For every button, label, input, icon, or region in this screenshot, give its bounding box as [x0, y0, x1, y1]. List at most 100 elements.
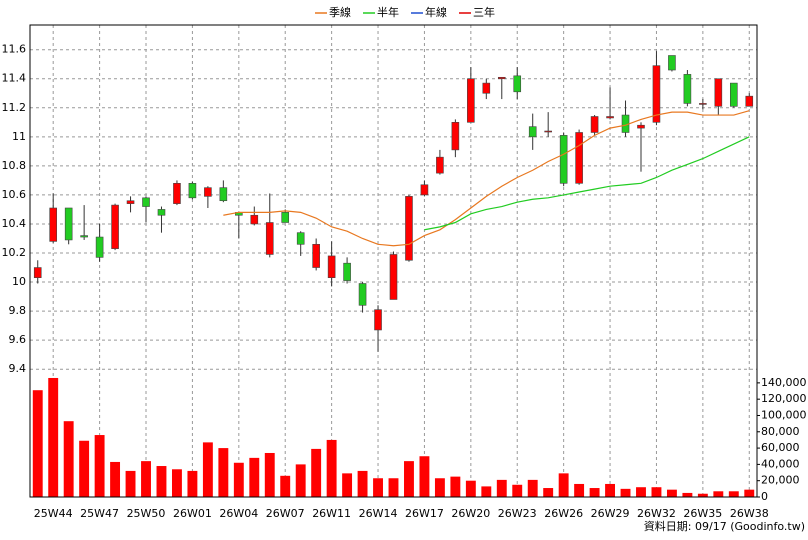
volume-bar	[697, 493, 708, 497]
candle-body	[64, 207, 73, 241]
x-tick-label: 26W07	[266, 507, 305, 520]
candle-body	[173, 183, 181, 204]
candle-body	[652, 65, 661, 123]
y-tick-label: 11	[12, 130, 26, 143]
y2-tick-label: 20,000	[761, 474, 800, 487]
candle-body	[436, 156, 444, 174]
candle-body	[126, 200, 135, 204]
volume-bar	[125, 470, 136, 497]
candle-body	[142, 197, 150, 207]
volume-bar	[666, 489, 677, 497]
volume-bar	[728, 491, 739, 497]
volume-bar	[264, 452, 275, 497]
candle-body	[95, 236, 104, 258]
volume-bar	[620, 488, 631, 497]
volume-bar	[589, 488, 600, 497]
volume-bar	[202, 442, 213, 497]
volume-bar	[171, 469, 182, 497]
candle-body	[281, 212, 290, 223]
candle-body	[497, 76, 506, 80]
candle-body	[343, 262, 351, 281]
candle-body	[590, 116, 599, 133]
candle-body	[482, 82, 491, 94]
x-tick-label: 26W32	[637, 507, 676, 520]
candle-body	[389, 254, 398, 300]
candle-body	[188, 183, 197, 199]
volume-bar	[280, 475, 291, 497]
x-tick-label: 26W20	[451, 507, 490, 520]
x-tick-label: 26W29	[591, 507, 630, 520]
volume-bar	[357, 470, 368, 497]
candle-body	[575, 132, 583, 184]
volume-bar	[605, 483, 616, 497]
volume-bar	[48, 377, 59, 497]
y2-tick-label: 40,000	[761, 457, 800, 470]
ma-line	[223, 110, 750, 247]
volume-bar	[94, 435, 105, 497]
y2-tick-label: 80,000	[761, 425, 800, 438]
y-tick-label: 10.2	[2, 246, 27, 259]
candle-body	[420, 184, 429, 196]
x-tick-label: 26W35	[683, 507, 722, 520]
volume-bar	[79, 440, 90, 497]
ma-line	[424, 136, 750, 231]
y2-tick-label: 0	[761, 490, 768, 503]
legend-label: 半年	[377, 5, 399, 19]
y-tick-label: 9.6	[9, 333, 27, 346]
volume-bar	[512, 484, 523, 497]
candle-body	[714, 78, 723, 107]
candle-body	[513, 75, 522, 93]
candle-body	[374, 309, 382, 331]
volume-bar	[63, 421, 74, 497]
x-tick-label: 26W11	[312, 507, 351, 520]
volume-bar	[311, 448, 322, 497]
legend-label: 年線	[425, 5, 447, 19]
x-tick-label: 26W17	[405, 507, 444, 520]
y2-tick-label: 100,000	[761, 408, 807, 421]
volume-bar	[496, 479, 507, 497]
volume-bar	[744, 489, 755, 497]
candle-body	[668, 55, 676, 71]
volume-bar	[32, 390, 43, 497]
volume-bar	[326, 439, 337, 497]
y-tick-label: 10	[12, 275, 26, 288]
volume-bar	[713, 491, 724, 497]
candle-body	[33, 267, 42, 279]
volume-bar	[187, 470, 198, 497]
y2-tick-label: 120,000	[761, 392, 807, 405]
volume-bar	[218, 448, 229, 497]
volume-bar	[388, 478, 399, 497]
volume-bar	[636, 487, 646, 497]
candle-body	[327, 255, 336, 279]
x-tick-label: 26W26	[544, 507, 583, 520]
x-tick-label: 25W50	[127, 507, 166, 520]
candle-body	[451, 122, 460, 151]
candle-body	[80, 235, 88, 238]
volume-bar	[434, 478, 445, 497]
y-tick-label: 10.4	[2, 217, 27, 230]
legend-label: 季線	[329, 5, 351, 19]
candle-body	[528, 126, 537, 138]
candle-body	[265, 222, 274, 255]
volume-bar	[651, 487, 662, 497]
volume-bar	[419, 456, 430, 497]
y-tick-label: 11.4	[2, 72, 27, 85]
x-tick-label: 26W38	[730, 507, 769, 520]
candle-body	[699, 103, 707, 105]
volume-bar	[342, 473, 353, 497]
y-tick-label: 9.8	[9, 304, 27, 317]
candle-body	[729, 82, 738, 107]
candle-body	[358, 283, 367, 306]
y2-tick-label: 60,000	[761, 441, 800, 454]
candle-body	[745, 95, 754, 107]
y-tick-label: 9.4	[9, 362, 27, 375]
candle-body	[111, 204, 119, 249]
candle-body	[312, 243, 320, 268]
y-tick-label: 11.2	[2, 101, 27, 114]
plot-border	[29, 24, 758, 498]
volume-bar	[404, 461, 414, 497]
volume-bar	[249, 457, 260, 497]
volume-bar	[156, 466, 167, 497]
volume-bar	[295, 464, 306, 497]
y2-tick-label: 140,000	[761, 376, 807, 389]
